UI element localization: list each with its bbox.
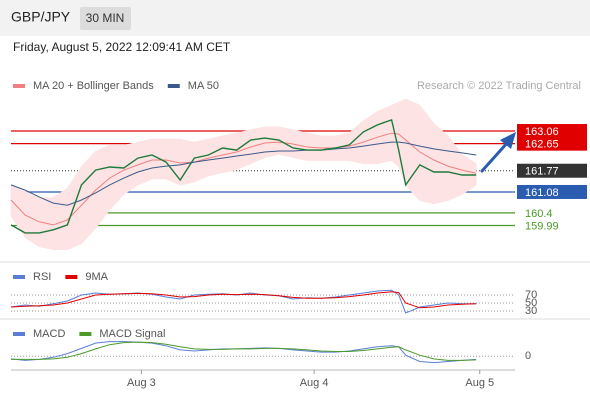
x-tick-label: Aug 3 — [127, 377, 156, 389]
x-tick-label: Aug 4 — [300, 377, 329, 389]
level-label: 159.99 — [525, 220, 559, 232]
x-tick-label: Aug 5 — [465, 377, 494, 389]
level-label: 162.65 — [525, 139, 559, 151]
timestamp: Friday, August 5, 2022 12:09:41 AM CET — [13, 40, 231, 54]
legend-swatch — [13, 275, 25, 279]
level-label: 161.77 — [525, 166, 559, 178]
series-line — [10, 291, 477, 309]
legend-label: MA 20 + Bollinger Bands — [33, 80, 154, 92]
y-tick-label: 50 — [525, 297, 537, 309]
legend-swatch — [13, 332, 25, 336]
legend-label: 9MA — [85, 271, 108, 283]
series-line — [10, 289, 477, 314]
level-label: 160.4 — [525, 208, 553, 220]
legend-swatch — [79, 332, 92, 336]
legend-label: MACD Signal — [99, 328, 165, 340]
bollinger-band — [52, 187, 68, 251]
bollinger-band — [377, 104, 392, 165]
bollinger-band — [433, 122, 449, 205]
level-label-box — [517, 163, 587, 178]
interval[interactable]: 30 MIN — [86, 11, 125, 25]
legend-label: MACD — [33, 328, 65, 340]
bollinger-band — [24, 190, 40, 248]
symbol: GBP/JPY — [11, 9, 71, 25]
y-tick-label: 0 — [525, 350, 531, 362]
legend-swatch — [13, 84, 25, 88]
level-label-box — [517, 184, 587, 199]
bollinger-band — [123, 141, 139, 195]
legend-label: MA 50 — [188, 80, 219, 92]
forecast-arrowhead — [500, 132, 516, 149]
level-label-box — [517, 136, 587, 151]
y-tick-label: 70 — [525, 289, 537, 301]
legend-label: RSI — [33, 271, 51, 283]
y-tick-label: 30 — [525, 305, 537, 317]
series-line — [10, 141, 477, 206]
credit: Research © 2022 Trading Central — [417, 80, 581, 92]
forecast-arrow — [480, 140, 510, 173]
level-label-box — [517, 124, 587, 139]
series-line — [11, 341, 477, 361]
legend-swatch — [167, 84, 180, 88]
price-line — [10, 118, 477, 234]
legend-swatch — [65, 275, 78, 279]
level-label: 161.08 — [525, 187, 559, 199]
interval-pill[interactable] — [80, 7, 131, 30]
level-label: 163.06 — [525, 126, 559, 138]
